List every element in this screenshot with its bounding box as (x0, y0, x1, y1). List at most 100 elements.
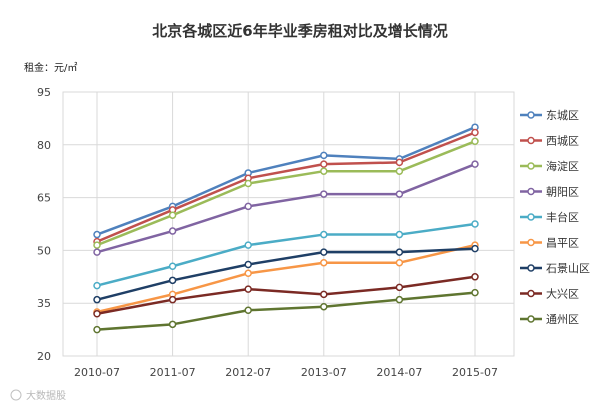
data-point (471, 244, 479, 253)
y-tick-label: 35 (37, 297, 51, 310)
y-axis: 20 35 50 65 80 95 (37, 86, 51, 363)
data-point (93, 230, 101, 239)
watermark-text: 大数据股 (26, 389, 66, 402)
y-tick-label: 20 (37, 350, 51, 363)
data-point (320, 230, 328, 239)
legend-label: 通州区 (546, 313, 579, 326)
data-point (168, 295, 177, 304)
data-point (244, 179, 252, 188)
series-line (96, 140, 476, 247)
data-point (244, 241, 252, 249)
legend-marker (527, 187, 535, 196)
data-point (244, 306, 252, 314)
data-point (93, 281, 101, 290)
legend-marker (527, 213, 535, 221)
x-tick-label: 2012-07 (225, 366, 271, 379)
series-6 (93, 244, 479, 304)
legend-item: 石景山区 (520, 262, 590, 275)
data-point (320, 258, 328, 267)
data-point (395, 167, 404, 175)
series-lines (93, 123, 479, 334)
series-line (96, 243, 476, 314)
legend-label: 海淀区 (546, 159, 579, 173)
data-point (168, 276, 177, 285)
data-point (471, 160, 479, 168)
data-point (168, 320, 177, 329)
data-point (93, 295, 101, 304)
legend-item: 西城区 (520, 135, 579, 148)
data-point (93, 310, 101, 318)
series-4 (93, 220, 479, 290)
legend-marker (527, 111, 535, 119)
y-tick-label: 80 (37, 139, 51, 152)
data-point (471, 273, 479, 281)
legend-marker (527, 136, 535, 145)
data-point (244, 269, 252, 278)
x-tick-label: 2013-07 (301, 366, 347, 379)
series-line (96, 131, 476, 243)
legend-item: 昌平区 (520, 237, 579, 250)
legend-label: 大兴区 (546, 287, 579, 301)
series-2 (93, 137, 479, 249)
data-point (395, 283, 404, 292)
y-tick-label: 50 (37, 244, 51, 257)
data-point (395, 295, 404, 304)
x-tick-label: 2011-07 (150, 366, 196, 379)
data-point (320, 160, 328, 168)
series-7 (93, 273, 479, 318)
data-point (320, 167, 328, 175)
legend-item: 大兴区 (520, 287, 579, 301)
series-0 (93, 123, 479, 239)
chart-title: 北京各城区近6年毕业季房租对比及增长情况 (152, 22, 447, 40)
legend-label: 东城区 (546, 109, 579, 122)
data-point (320, 248, 328, 256)
series-line (96, 222, 476, 287)
data-point (320, 190, 328, 198)
legend-marker (527, 264, 535, 272)
data-point (320, 302, 328, 311)
series-line (96, 247, 476, 301)
data-point (244, 202, 252, 211)
data-point (395, 258, 404, 267)
data-point (93, 248, 101, 256)
x-tick-label: 2010-07 (74, 366, 120, 379)
series-3 (93, 160, 479, 256)
data-point (395, 190, 404, 198)
y-tick-label: 95 (37, 86, 51, 99)
data-point (168, 211, 177, 219)
data-point (244, 260, 252, 269)
data-point (471, 288, 479, 297)
plot-area (62, 91, 515, 357)
legend-item: 丰台区 (520, 210, 579, 224)
data-point (93, 325, 101, 334)
data-point (395, 248, 404, 256)
legend-marker (527, 162, 535, 170)
data-point (93, 241, 101, 249)
y-tick-label: 65 (37, 192, 51, 205)
legend-item: 海淀区 (520, 159, 579, 173)
series-line (96, 275, 476, 315)
x-tick-label: 2015-07 (452, 366, 498, 379)
legend-item: 通州区 (520, 313, 579, 326)
legend-label: 朝阳区 (546, 186, 579, 199)
data-point (395, 158, 404, 167)
series-8 (93, 288, 479, 334)
legend-label: 西城区 (546, 135, 579, 148)
legend-label: 丰台区 (546, 210, 579, 224)
legend-item: 朝阳区 (520, 186, 579, 199)
data-point (471, 137, 479, 146)
unit-label: 租金：元/㎡ (24, 61, 77, 74)
series-line (96, 126, 476, 236)
watermark-logo-icon (10, 389, 22, 401)
watermark: 大数据股 (10, 389, 66, 402)
legend-label: 昌平区 (546, 237, 579, 250)
legend-marker (527, 238, 535, 247)
gridlines (63, 91, 514, 357)
data-point (471, 128, 479, 137)
data-point (471, 220, 479, 228)
legend-label: 石景山区 (546, 262, 590, 275)
x-axis: 2010-07 2011-07 2012-07 2013-07 2014-07 2015-… (74, 366, 498, 379)
data-point (320, 151, 328, 160)
data-point (244, 285, 252, 293)
